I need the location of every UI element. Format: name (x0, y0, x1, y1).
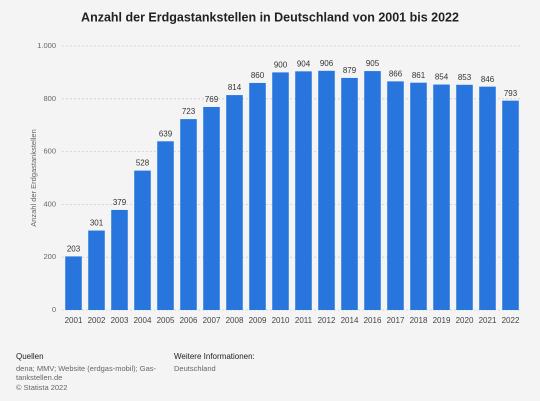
x-tick-label: 2011 (295, 316, 313, 325)
y-axis-label: Anzahl der Erdgastankstellen (29, 129, 38, 227)
y-tick-label: 400 (43, 199, 56, 208)
value-label: 861 (412, 71, 426, 80)
x-tick-label: 2014 (341, 316, 359, 325)
y-tick-label: 800 (43, 94, 56, 103)
bar (249, 82, 266, 311)
value-label: 379 (113, 198, 127, 207)
sources-heading: Quellen (16, 352, 44, 361)
bar (180, 119, 197, 311)
x-tick-label: 2019 (433, 316, 451, 325)
value-label: 301 (90, 219, 104, 228)
x-tick-label: 2005 (157, 316, 175, 325)
bar (65, 256, 82, 310)
y-tick-label: 200 (43, 252, 56, 261)
value-label: 905 (366, 59, 380, 68)
bar (134, 170, 151, 310)
value-label: 723 (182, 107, 196, 116)
bar (387, 81, 404, 310)
x-tick-label: 2018 (410, 316, 428, 325)
value-label: 906 (320, 59, 334, 68)
value-label: 866 (389, 69, 403, 78)
x-tick-label: 2003 (111, 316, 129, 325)
value-label: 879 (343, 66, 357, 75)
x-tick-label: 2021 (479, 316, 497, 325)
bar (364, 71, 381, 310)
y-tick-label: 600 (43, 147, 56, 156)
x-tick-label: 2004 (134, 316, 152, 325)
bar (318, 70, 335, 310)
x-tick-label: 2001 (65, 316, 83, 325)
bar (157, 141, 174, 310)
sources-text: dena; MMV; Website (erdgas-mobil); Gas-t… (16, 363, 157, 383)
bar (479, 86, 496, 310)
x-tick-label: 2006 (180, 316, 198, 325)
x-tick-label: 2010 (272, 316, 290, 325)
x-tick-label: 2002 (88, 316, 106, 325)
info-heading: Weitere Informationen: (174, 352, 255, 361)
value-label: 854 (435, 73, 449, 82)
bar (88, 230, 105, 310)
bar (456, 84, 473, 310)
value-label: 853 (458, 73, 472, 82)
x-tick-label: 2017 (387, 316, 405, 325)
info-text: Deutschland (174, 363, 216, 373)
x-tick-label: 2007 (203, 316, 221, 325)
value-label: 846 (481, 75, 495, 84)
bar (226, 95, 243, 310)
x-tick-label: 2020 (456, 316, 474, 325)
x-tick-label: 2012 (318, 316, 336, 325)
y-tick-label: 1.000 (37, 41, 56, 50)
bar (341, 77, 358, 310)
info: Weitere Informationen: Deutschland (174, 352, 324, 373)
x-tick-label: 2022 (502, 316, 520, 325)
value-label: 793 (504, 89, 518, 98)
value-label: 639 (159, 129, 173, 138)
bar (502, 100, 519, 310)
value-label: 860 (251, 71, 265, 80)
bar (272, 72, 289, 311)
bar (433, 84, 450, 310)
x-tick-label: 2009 (249, 316, 267, 325)
value-label: 900 (274, 61, 288, 70)
sources: Quellen dena; MMV; Website (erdgas-mobil… (16, 352, 166, 392)
chart-title: Anzahl der Erdgastankstellen in Deutschl… (81, 10, 459, 24)
bar (203, 106, 220, 310)
value-label: 528 (136, 159, 150, 168)
x-tick-label: 2016 (364, 316, 382, 325)
value-label: 769 (205, 95, 219, 104)
x-tick-label: 2008 (226, 316, 244, 325)
bar (410, 82, 427, 310)
bar (111, 209, 128, 310)
value-label: 814 (228, 83, 242, 92)
y-tick-label: 0 (52, 305, 56, 314)
bar (295, 71, 312, 311)
chart: Anzahl der Erdgastankstellen in Deutschl… (29, 10, 522, 325)
copyright: © Statista 2022 (16, 382, 68, 392)
value-label: 904 (297, 59, 311, 68)
value-label: 203 (67, 245, 81, 254)
